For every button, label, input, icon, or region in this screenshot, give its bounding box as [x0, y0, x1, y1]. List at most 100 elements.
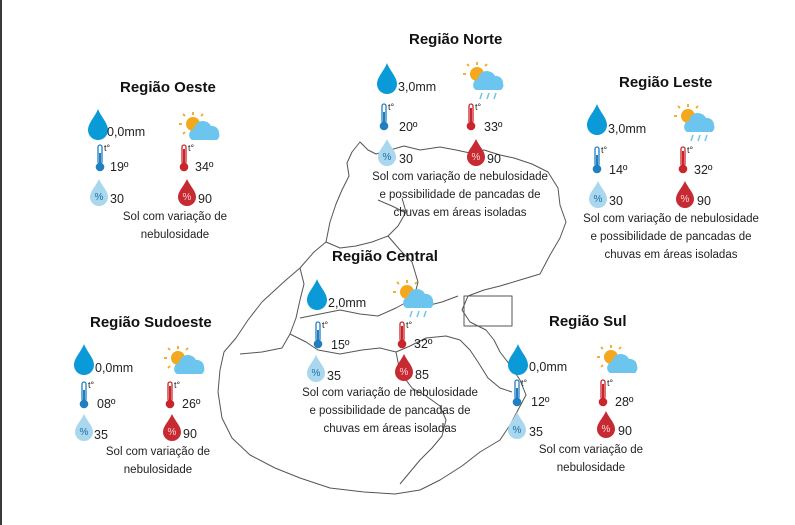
region-central-rain: 2,0mm: [328, 296, 367, 310]
svg-text:%: %: [312, 368, 321, 379]
region-oeste-hmax: 90: [198, 192, 212, 206]
border-norte-central: [325, 197, 407, 249]
state-outline: [217, 141, 567, 495]
region-sudoeste-rain: 0,0mm: [95, 361, 134, 375]
thermometer-hot-icon: [165, 381, 175, 409]
humidity-low-icon: %: [75, 414, 93, 441]
region-oeste-description: Sol com variação de nebulosidade: [122, 211, 228, 241]
border-sul: [409, 335, 513, 393]
thermometer-cold-icon: [379, 103, 389, 131]
border-oeste: [239, 267, 305, 355]
raindrop-icon: [508, 344, 528, 375]
region-sudoeste-tmax: 26º: [182, 397, 201, 411]
region-sul-description: Sol com variação de nebulosidade: [538, 444, 644, 474]
thermometer-hot-icon: [397, 321, 407, 349]
thermometer-label: t°: [104, 143, 111, 153]
border-central-south: [299, 297, 415, 319]
svg-text:%: %: [681, 194, 690, 205]
svg-text:%: %: [400, 367, 409, 378]
humidity-low-icon: %: [307, 355, 325, 382]
sun-cloud-rain-icon: [463, 62, 504, 100]
region-leste-hmin: 30: [609, 194, 623, 208]
thermometer-label: t°: [607, 378, 614, 388]
region-leste-tmin: 14º: [609, 163, 628, 177]
sun-cloud-icon: [179, 112, 220, 140]
sun-cloud-icon: [164, 346, 205, 374]
humidity-high-icon: %: [676, 181, 694, 208]
region-oeste-rain: 0,0mm: [107, 125, 146, 139]
svg-text:%: %: [472, 152, 481, 163]
region-oeste-tmin: 19º: [110, 160, 129, 174]
region-sul-hmin: 35: [529, 425, 543, 439]
thermometer-cold-icon: [79, 381, 89, 409]
region-oeste-title: Região Oeste: [120, 79, 216, 96]
raindrop-icon: [377, 63, 397, 94]
svg-text:%: %: [513, 425, 522, 436]
humidity-low-icon: %: [90, 179, 108, 206]
region-norte-rain: 3,0mm: [398, 80, 437, 94]
region-leste-description: Sol com variação de nebulosidade e possi…: [583, 213, 759, 261]
region-sudoeste-hmin: 35: [94, 428, 108, 442]
border-north-inner: [377, 199, 405, 213]
humidity-high-icon: %: [467, 139, 485, 166]
region-norte-hmax: 90: [487, 152, 501, 166]
region-norte-title: Região Norte: [409, 31, 503, 48]
thermometer-label: t°: [388, 102, 395, 112]
humidity-high-icon: %: [597, 411, 615, 438]
thermometer-label: t°: [406, 320, 413, 330]
region-sul-tmax: 28º: [615, 395, 634, 409]
region-central-tmax: 32º: [414, 337, 433, 351]
svg-text:%: %: [80, 427, 89, 438]
page-left-border: [0, 0, 2, 525]
thermometer-hot-icon: [179, 144, 189, 172]
raindrop-icon: [88, 109, 108, 140]
region-central-title: Região Central: [332, 248, 438, 265]
humidity-low-icon: %: [508, 412, 526, 439]
region-central-hmin: 35: [327, 369, 341, 383]
region-leste-tmax: 32º: [694, 163, 713, 177]
region-oeste-hmin: 30: [110, 192, 124, 206]
thermometer-label: t°: [687, 145, 694, 155]
region-sudoeste-description: Sol com variação de nebulosidade: [105, 446, 211, 476]
region-leste-hmax: 90: [697, 194, 711, 208]
raindrop-icon: [307, 279, 327, 310]
thermometer-cold-icon: [592, 146, 602, 174]
thermometer-label: t°: [188, 143, 195, 153]
sun-cloud-rain-icon: [674, 104, 715, 142]
thermometer-cold-icon: [313, 321, 323, 349]
region-sul-tmin: 12º: [531, 395, 550, 409]
thermometer-cold-icon: [512, 379, 522, 407]
region-sudoeste-tmin: 08º: [97, 397, 116, 411]
humidity-low-icon: %: [378, 139, 396, 166]
sun-cloud-icon: [597, 345, 638, 373]
region-norte-hmin: 30: [399, 152, 413, 166]
region-sul-title: Região Sul: [549, 313, 627, 330]
thermometer-cold-icon: [95, 144, 105, 172]
region-central-description: Sol com variação de nebulosidade e possi…: [302, 387, 478, 435]
thermometer-label: t°: [322, 320, 329, 330]
svg-text:%: %: [602, 424, 611, 435]
region-norte-description: Sol com variação de nebulosidade e possi…: [372, 171, 548, 219]
svg-text:%: %: [594, 194, 603, 205]
thermometer-label: t°: [521, 378, 528, 388]
region-norte-tmin: 20º: [399, 120, 418, 134]
federal-district: [463, 295, 513, 327]
region-norte-tmax: 33º: [484, 120, 503, 134]
svg-text:%: %: [183, 192, 192, 203]
thermometer-hot-icon: [598, 379, 608, 407]
region-central-hmax: 85: [415, 368, 429, 382]
raindrop-icon: [587, 104, 607, 135]
humidity-low-icon: %: [589, 181, 607, 208]
thermometer-label: t°: [88, 380, 95, 390]
thermometer-hot-icon: [678, 146, 688, 174]
thermometer-hot-icon: [466, 103, 476, 131]
region-sul-rain: 0,0mm: [529, 360, 568, 374]
raindrop-icon: [74, 344, 94, 375]
humidity-high-icon: %: [163, 414, 181, 441]
region-leste-rain: 3,0mm: [608, 122, 647, 136]
region-sudoeste-title: Região Sudoeste: [90, 314, 212, 331]
border-south-inner: [395, 351, 447, 485]
thermometer-label: t°: [601, 145, 608, 155]
region-leste-title: Região Leste: [619, 74, 713, 91]
